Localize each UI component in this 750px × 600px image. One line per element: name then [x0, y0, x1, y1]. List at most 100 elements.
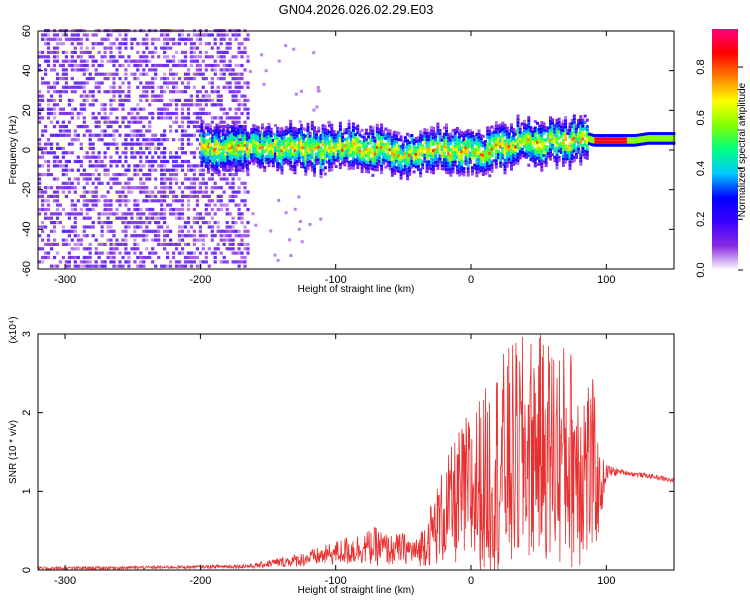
spectrogram-cell — [585, 125, 589, 128]
spectrogram-cell — [157, 212, 161, 216]
spectrogram-cell — [258, 162, 262, 166]
spectrogram-cell — [70, 37, 74, 41]
spectrogram-cell — [319, 165, 323, 169]
spectrogram-cell — [219, 152, 223, 156]
spectrogram-cell — [566, 154, 570, 158]
spectrogram-cell — [154, 46, 158, 50]
spectrogram-cell — [103, 151, 107, 155]
spectrogram-cell — [445, 139, 448, 143]
spectrogram-cell — [250, 156, 254, 160]
spectrogram-cell — [523, 119, 526, 123]
spectrogram-cell — [231, 77, 235, 81]
spectrogram-cell — [177, 229, 182, 233]
spectrogram-cell — [345, 131, 349, 134]
spectrogram-cell — [596, 143, 600, 147]
spectrogram-cell — [401, 165, 405, 169]
spectrogram-cell — [204, 148, 208, 152]
spectrogram-cell — [151, 37, 155, 41]
snr-x-ticks: -300 -200 -100 0 100 — [54, 334, 616, 587]
spectrogram-cell — [213, 135, 217, 139]
spectrogram-cell — [85, 155, 89, 159]
spectrogram-cell — [486, 170, 490, 174]
spectrogram-cell — [315, 136, 319, 140]
spectrogram-cell — [145, 199, 149, 203]
spectrogram-cell — [315, 105, 319, 109]
spectrogram-cell — [163, 234, 167, 238]
spectrogram-cell — [237, 160, 241, 163]
spectrogram-cell — [287, 149, 290, 153]
spectrogram-cell — [151, 138, 155, 142]
spectrogram-cell — [124, 138, 128, 142]
spectrogram-cell — [401, 152, 405, 156]
spectrogram-cell — [46, 203, 51, 207]
spectrogram-cell — [58, 164, 62, 168]
spectrogram-cell — [243, 234, 247, 238]
spectrogram-cell — [343, 160, 347, 164]
spectrogram-cell — [419, 152, 423, 156]
spectrogram-cell — [652, 141, 656, 145]
spectrogram-cell — [239, 150, 243, 154]
spectrogram-cell — [97, 81, 101, 85]
spectrogram-cell — [73, 90, 77, 94]
spectrogram-cell — [386, 135, 390, 139]
spectrogram-cell — [300, 143, 303, 146]
spectrogram-cell — [449, 161, 453, 164]
spectrogram-cell — [204, 126, 208, 130]
spectrogram-cell — [354, 142, 358, 146]
spectrogram-cell — [55, 264, 60, 268]
spectrogram-cell — [82, 155, 86, 159]
spectrogram-cell — [41, 33, 45, 37]
spectrogram-cell — [183, 90, 188, 94]
spectrogram-cell — [228, 242, 232, 246]
spectrogram-cell — [328, 140, 332, 144]
spectrogram-cell — [274, 133, 277, 137]
spectrogram-cell — [160, 186, 164, 190]
spectrogram-cell — [568, 154, 572, 158]
spectrogram-cell — [564, 157, 568, 161]
spectrogram-cell — [85, 181, 89, 185]
spectrogram-cell — [243, 94, 247, 98]
spectrogram-cell — [124, 168, 128, 172]
spectrogram-cell — [160, 194, 164, 198]
spectrogram-cell — [100, 55, 104, 59]
spectrogram-cell — [210, 46, 214, 50]
spectrogram-cell — [639, 139, 643, 143]
spectrogram-cell — [103, 55, 107, 59]
spectrogram-cell — [145, 207, 149, 212]
spectrogram-cell — [308, 147, 312, 151]
spectrogram-cell — [254, 150, 258, 154]
spectrogram-cell — [160, 155, 164, 159]
spectrogram-cell — [163, 90, 167, 94]
spectrogram-cell — [174, 129, 179, 133]
spectrogram-cell — [663, 135, 667, 139]
spectrogram-cell — [55, 177, 60, 181]
spectrogram-cell — [377, 163, 381, 167]
spectrogram-cell — [644, 135, 648, 139]
spectrogram-cell — [358, 162, 362, 166]
spectrogram-cell — [180, 181, 185, 185]
spectrogram-cell — [577, 122, 581, 126]
spectrogram-cell — [82, 264, 86, 268]
spectrogram-cell — [540, 156, 544, 159]
spectrogram-cell — [388, 167, 392, 171]
spectrogram-cell — [289, 138, 293, 142]
spectrogram-cell — [442, 154, 446, 158]
spectrogram-cell — [180, 199, 185, 203]
spectrogram-cell — [44, 72, 48, 76]
spectrogram-cell — [358, 152, 362, 156]
spectrogram-cell — [343, 163, 347, 167]
spectrogram-cell — [557, 117, 561, 121]
spectrogram-cell — [523, 135, 526, 139]
spectrogram-cell — [360, 151, 364, 154]
spectrogram-cell — [360, 154, 364, 158]
spectrogram-cell — [564, 122, 568, 126]
spectrogram-cell — [583, 140, 587, 143]
spectrogram-cell — [570, 119, 574, 122]
spectrogram-cell — [364, 128, 368, 132]
spectrogram-cell — [278, 130, 282, 134]
spectrogram-cell — [79, 37, 83, 41]
spectrogram-cell — [70, 85, 74, 89]
spectrogram-cell — [109, 177, 113, 181]
spectrogram-cell — [328, 124, 332, 128]
spectrogram-cell — [297, 143, 301, 147]
